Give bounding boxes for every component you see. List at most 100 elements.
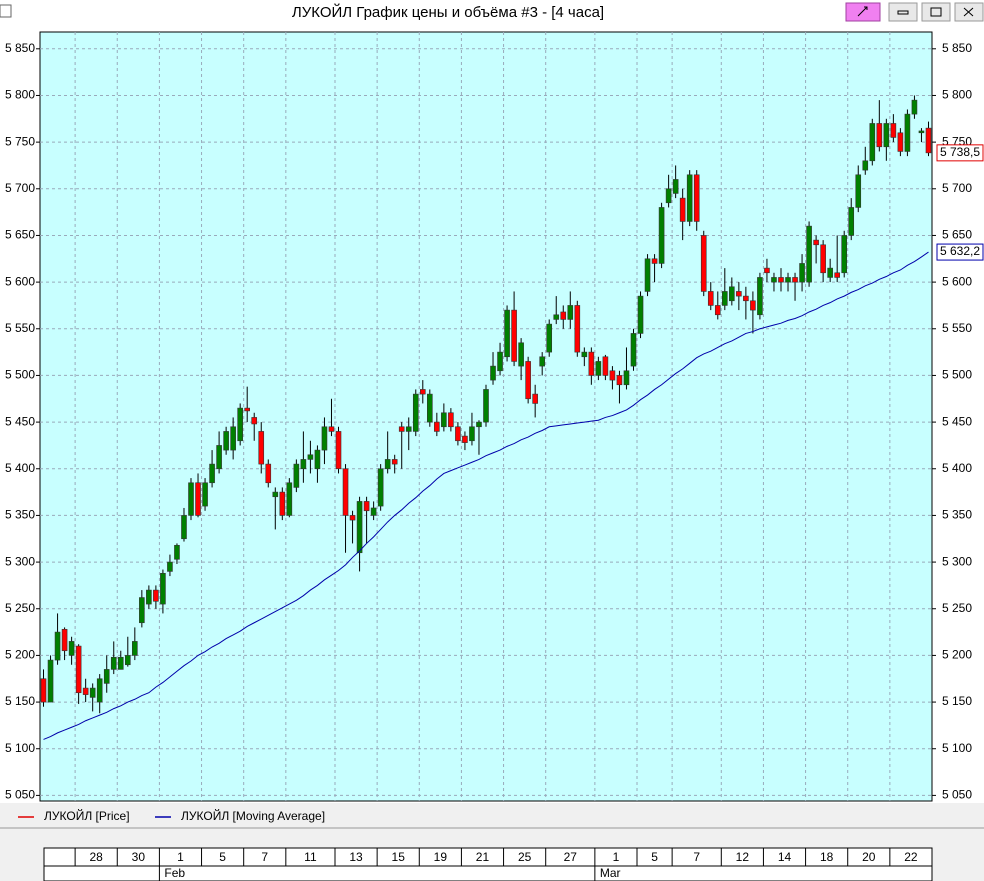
y-tick-label: 5 050 [5, 788, 35, 802]
candle-body [258, 431, 265, 465]
candle-body [195, 482, 201, 516]
y-tick-label: 5 250 [5, 601, 35, 615]
candle-body [588, 351, 595, 376]
candle-body [778, 277, 784, 283]
candle-body [637, 295, 644, 334]
candle-body [581, 351, 588, 358]
candle-body [665, 188, 672, 204]
candle-body [300, 459, 307, 470]
candle-body [223, 431, 229, 451]
x-tick-label: 5 [651, 850, 658, 864]
x-tick-label: 21 [476, 850, 490, 864]
candle-body [209, 463, 215, 484]
candle-body [918, 130, 925, 134]
candle-body [342, 468, 349, 516]
candle-body [202, 482, 208, 507]
y-tick-label: 5 200 [5, 648, 35, 662]
window-title: ЛУКОЙЛ График цены и объёма #3 - [4 часа… [292, 3, 604, 21]
candle-body [792, 277, 798, 283]
y-tick-label: 5 300 [5, 554, 35, 568]
minimize-button[interactable] [888, 2, 918, 22]
chart-layer: 5 050 5 050 5 100 5 100 5 150 5 150 5 200 5 200… [5, 32, 984, 881]
restore-button[interactable] [921, 2, 951, 22]
candle-body [61, 628, 68, 652]
x-tick-label: 7 [693, 850, 700, 864]
candle-body [82, 687, 89, 695]
last-ma-label: 5 632,2 [940, 244, 980, 258]
candle-body [244, 407, 250, 412]
y-tick-label: 5 450 [5, 414, 35, 428]
candle-body [117, 656, 124, 670]
x-tick-label: 18 [820, 850, 834, 864]
time-axis [43, 847, 933, 881]
candle-body [146, 589, 152, 605]
candle-body [595, 361, 602, 376]
candle-body [834, 272, 840, 278]
candle-body [525, 361, 531, 400]
candle-body [497, 351, 503, 372]
y-tick-label: 5 600 [5, 274, 35, 288]
candle-body [391, 459, 398, 465]
candle-body [602, 356, 609, 376]
x-tick-label: 22 [904, 850, 918, 864]
close-icon [963, 7, 974, 17]
candle-body [174, 544, 180, 560]
y2-tick-label: 5 350 [942, 508, 972, 522]
candle-body [448, 412, 454, 428]
x-tick-label: 15 [392, 850, 406, 864]
x-tick-label: 20 [862, 850, 876, 864]
x-tick-label: 19 [434, 850, 448, 864]
link-button[interactable] [845, 2, 881, 22]
candle-body [469, 426, 475, 442]
candle-body [700, 235, 707, 292]
candle-body [848, 207, 855, 236]
candle-body [658, 207, 665, 264]
candle-body [504, 309, 510, 358]
candle-body [764, 267, 770, 274]
candle-body [623, 370, 630, 386]
candle-body [806, 225, 812, 283]
x-tick-label: 7 [261, 850, 268, 864]
candle-body [750, 300, 756, 311]
candle-body [328, 426, 335, 432]
candle-body [483, 389, 489, 423]
candle-body [897, 132, 904, 152]
candle-body [707, 291, 714, 306]
x-tick-label: 5 [219, 850, 226, 864]
candle-body [132, 641, 138, 656]
candle-body [925, 127, 932, 154]
candle-body [216, 445, 222, 470]
candle-body [153, 589, 159, 602]
candle-body [370, 507, 377, 516]
month-label: Feb [164, 866, 185, 880]
candle-body [743, 295, 749, 302]
y2-tick-label: 5 300 [942, 554, 972, 568]
candle-body [54, 631, 61, 661]
y2-tick-label: 5 850 [942, 41, 972, 55]
y2-tick-label: 5 800 [942, 88, 972, 102]
candle-body [841, 235, 848, 274]
candle-body [335, 431, 342, 470]
candle-body [813, 239, 819, 246]
candle-body [757, 277, 763, 316]
candle-body [553, 314, 560, 320]
candle-body [307, 454, 314, 460]
candle-body [405, 426, 412, 432]
candle-body [539, 356, 545, 367]
candle-body [799, 263, 805, 283]
y-tick-label: 5 100 [5, 741, 35, 755]
candle-body [876, 123, 883, 148]
last-price-label: 5 738,5 [940, 145, 980, 159]
candle-body [644, 258, 651, 292]
candle-body [771, 277, 777, 283]
candle-body [476, 421, 482, 428]
last-ma-box [936, 243, 984, 261]
candle-body [651, 258, 658, 264]
y2-tick-label: 5 550 [942, 321, 972, 335]
x-tick-label: 30 [132, 850, 146, 864]
candle-body [427, 393, 433, 423]
candle-body [40, 678, 47, 703]
x-tick-label: 1 [177, 850, 184, 864]
candle-body [110, 656, 117, 670]
x-tick-label: 11 [304, 850, 317, 864]
